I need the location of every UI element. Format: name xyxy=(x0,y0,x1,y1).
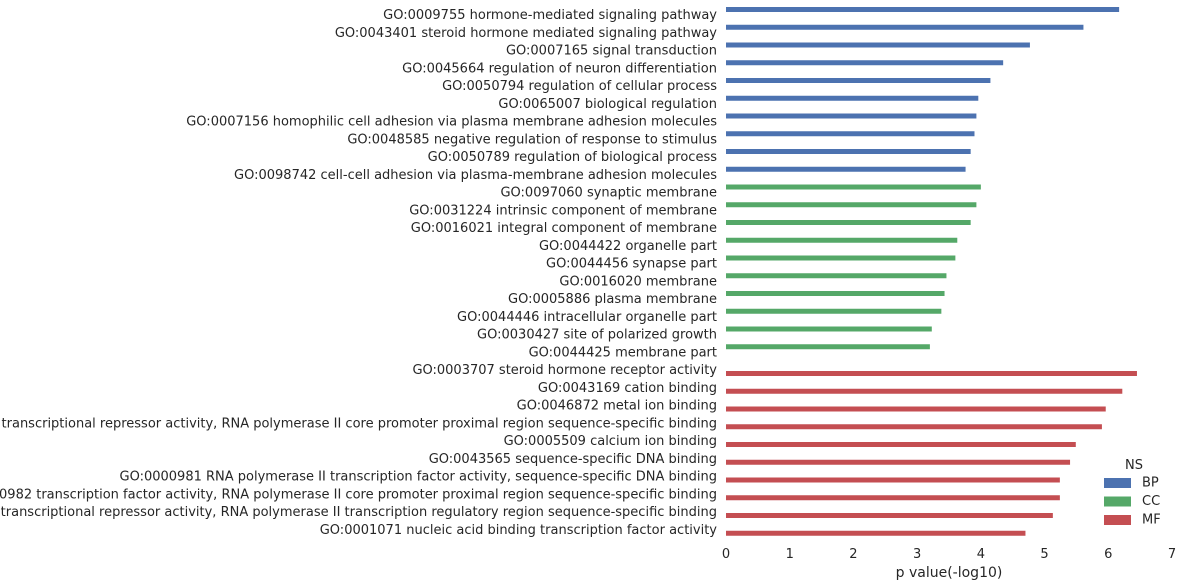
category-label: GO:0031224 intrinsic component of membra… xyxy=(409,203,717,218)
category-label: GO:0048585 negative regulation of respon… xyxy=(347,132,717,147)
bar-mf xyxy=(726,388,1123,394)
x-tick-label: 3 xyxy=(913,547,921,562)
category-label: GO:0009755 hormone-mediated signaling pa… xyxy=(383,8,717,23)
bar-mf xyxy=(726,495,1060,501)
category-label: GO:0016021 integral component of membran… xyxy=(411,221,717,236)
bar-bp xyxy=(726,24,1084,30)
bar-cc xyxy=(726,255,956,261)
bar-mf xyxy=(726,424,1102,430)
category-label: GO:0001071 nucleic acid binding transcri… xyxy=(320,523,718,538)
bar-bp xyxy=(726,42,1030,48)
x-tick-label: 1 xyxy=(786,547,794,562)
bar-cc xyxy=(726,237,958,243)
category-label: GO:0001078 transcriptional repressor act… xyxy=(0,416,717,431)
bar-bp xyxy=(726,95,979,101)
category-label: GO:0050794 regulation of cellular proces… xyxy=(442,79,717,94)
category-label: GO:0030427 site of polarized growth xyxy=(477,328,717,343)
category-label: GO:0044422 organelle part xyxy=(539,239,717,254)
category-label: GO:0005509 calcium ion binding xyxy=(504,434,717,449)
legend: NS BP CC MF xyxy=(1104,458,1161,528)
bar-bp xyxy=(726,113,977,119)
x-tick-label: 7 xyxy=(1168,547,1176,562)
legend-swatch-mf xyxy=(1104,515,1131,525)
category-label: GO:0005886 plasma membrane xyxy=(508,292,717,307)
category-label: GO:0098742 cell-cell adhesion via plasma… xyxy=(234,168,717,183)
bar-cc xyxy=(726,326,932,332)
category-label: GO:0043401 steroid hormone mediated sign… xyxy=(335,26,717,41)
bar-cc xyxy=(726,220,971,225)
bar-cc xyxy=(726,308,942,314)
category-label: GO:0007165 signal transduction xyxy=(506,44,717,59)
bar-bp xyxy=(726,7,1120,12)
legend-title: NS xyxy=(1125,458,1143,473)
category-label: GO:0000981 RNA polymerase II transcripti… xyxy=(120,470,717,485)
bar-cc xyxy=(726,184,981,190)
bar-cc xyxy=(726,273,947,279)
x-tick-label: 2 xyxy=(849,547,857,562)
bar-mf xyxy=(726,459,1071,465)
legend-label-bp: BP xyxy=(1142,476,1159,491)
bar-mf xyxy=(726,371,1137,376)
x-tick-label: 0 xyxy=(722,547,730,562)
bar-bp xyxy=(726,131,975,137)
x-tick-label: 4 xyxy=(977,547,985,562)
category-label: GO:0045664 regulation of neuron differen… xyxy=(402,61,717,76)
bar-cc xyxy=(726,202,977,208)
category-label: GO:0016020 membrane xyxy=(559,274,717,289)
bar-mf xyxy=(726,513,1053,518)
bar-bp xyxy=(726,166,966,172)
legend-swatch-bp xyxy=(1104,478,1131,488)
legend-label-cc: CC xyxy=(1142,494,1160,509)
category-label: GO:0043565 sequence-specific DNA binding xyxy=(429,452,717,467)
bar-mf xyxy=(726,406,1106,412)
legend-label-mf: MF xyxy=(1142,513,1161,528)
x-tick-label: 5 xyxy=(1040,547,1048,562)
bar-mf xyxy=(726,530,1026,536)
category-label: GO:0044456 synapse part xyxy=(546,257,717,272)
x-axis-ticks: 0 1 2 3 4 5 6 7 xyxy=(722,547,1176,562)
category-label: GO:0050789 regulation of biological proc… xyxy=(428,150,718,165)
category-label: GO:0097060 synaptic membrane xyxy=(500,186,717,201)
bar-bp xyxy=(726,60,1004,66)
category-label: GO:0000982 transcription factor activity… xyxy=(0,487,717,502)
category-label: GO:0044446 intracellular organelle part xyxy=(457,310,717,325)
category-label: GO:0001227 transcriptional repressor act… xyxy=(0,505,717,520)
bar-mf xyxy=(726,442,1076,447)
category-label: GO:0043169 cation binding xyxy=(538,381,717,396)
x-axis-title: p value(-log10) xyxy=(896,565,1003,581)
bars-group xyxy=(726,7,1137,536)
bar-bp xyxy=(726,78,991,83)
bar-cc xyxy=(726,291,945,296)
x-tick-label: 6 xyxy=(1104,547,1112,562)
category-label: GO:0003707 steroid hormone receptor acti… xyxy=(412,363,717,378)
category-label: GO:0046872 metal ion binding xyxy=(517,399,717,414)
category-labels: GO:0009755 hormone-mediated signaling pa… xyxy=(0,8,717,538)
category-label: GO:0007156 homophilic cell adhesion via … xyxy=(186,115,717,130)
category-label: GO:0065007 biological regulation xyxy=(498,97,717,112)
bar-bp xyxy=(726,149,971,154)
legend-swatch-cc xyxy=(1104,496,1131,507)
bar-cc xyxy=(726,344,930,350)
bar-mf xyxy=(726,477,1060,483)
category-label: GO:0044425 membrane part xyxy=(529,345,717,360)
